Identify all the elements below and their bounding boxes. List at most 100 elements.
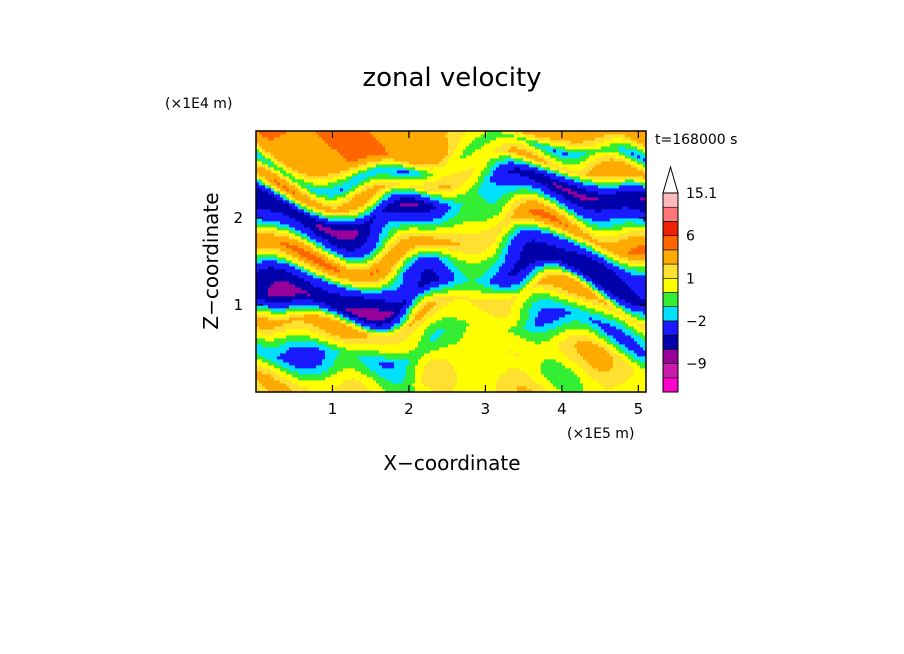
field-cell xyxy=(286,227,290,231)
field-cell xyxy=(298,359,302,363)
field-cell xyxy=(406,356,410,360)
field-cell xyxy=(406,140,410,144)
field-cell xyxy=(373,170,377,174)
field-cell xyxy=(283,311,287,315)
field-cell xyxy=(286,236,290,240)
field-cell xyxy=(394,368,398,372)
field-cell xyxy=(379,221,383,225)
field-cell xyxy=(295,374,299,378)
field-cell xyxy=(346,302,350,306)
field-cell xyxy=(328,164,332,168)
field-cell xyxy=(322,389,326,392)
field-cell xyxy=(259,287,263,291)
field-cell xyxy=(418,320,422,324)
field-cell xyxy=(406,230,410,234)
field-cell xyxy=(334,299,338,303)
field-cell xyxy=(415,131,419,135)
field-cell xyxy=(286,230,290,234)
field-cell xyxy=(361,215,365,219)
field-cell xyxy=(379,344,383,348)
field-cell xyxy=(343,233,347,237)
field-cell xyxy=(397,356,401,360)
field-cell xyxy=(397,362,401,366)
field-cell xyxy=(280,239,284,243)
field-cell xyxy=(307,365,311,369)
y-unit-label: (×1E4 m) xyxy=(165,96,232,112)
field-cell xyxy=(256,326,260,330)
field-cell xyxy=(337,380,341,384)
field-cell xyxy=(394,317,398,321)
field-cell xyxy=(265,320,269,324)
field-cell xyxy=(358,245,362,249)
field-cell xyxy=(379,146,383,150)
field-cell xyxy=(361,242,365,246)
field-cell xyxy=(322,152,326,156)
field-cell xyxy=(346,242,350,246)
field-cell xyxy=(367,218,371,222)
field-cell xyxy=(271,143,275,147)
field-cell xyxy=(295,341,299,345)
field-cell xyxy=(328,236,332,240)
field-cell xyxy=(418,389,422,392)
field-cell xyxy=(385,179,389,183)
field-cell xyxy=(367,347,371,351)
field-cell xyxy=(277,269,281,273)
field-cell xyxy=(298,278,302,282)
field-cell xyxy=(325,353,329,357)
field-cell xyxy=(265,383,269,387)
field-cell xyxy=(262,389,266,392)
field-cell xyxy=(259,188,263,192)
field-cell xyxy=(370,179,374,183)
field-cell xyxy=(355,272,359,276)
field-cell xyxy=(403,131,407,135)
field-cell xyxy=(316,239,320,243)
field-cell xyxy=(256,362,260,366)
field-cell xyxy=(388,368,392,372)
field-cell xyxy=(421,155,425,159)
field-cell xyxy=(307,191,311,195)
field-cell xyxy=(259,263,263,267)
field-cell xyxy=(364,272,368,276)
field-cell xyxy=(361,353,365,357)
field-cell xyxy=(412,236,416,240)
field-cell xyxy=(313,257,317,261)
field-cell xyxy=(427,305,431,309)
field-cell xyxy=(418,260,422,264)
field-cell xyxy=(268,335,272,339)
field-cell xyxy=(271,320,275,324)
field-cell xyxy=(421,284,425,288)
field-cell xyxy=(304,134,308,138)
field-cell xyxy=(415,164,419,168)
field-cell xyxy=(397,311,401,315)
field-cell xyxy=(400,353,404,357)
field-cell xyxy=(259,356,263,360)
field-cell xyxy=(349,185,353,189)
field-cell xyxy=(328,134,332,138)
field-cell xyxy=(394,299,398,303)
field-cell xyxy=(304,338,308,342)
field-cell xyxy=(310,209,314,213)
field-cell xyxy=(352,338,356,342)
field-cell xyxy=(298,251,302,255)
field-cell xyxy=(262,167,266,171)
field-cell xyxy=(304,302,308,306)
field-cell xyxy=(325,380,329,384)
field-cell xyxy=(400,290,404,294)
field-cell xyxy=(289,191,293,195)
field-cell xyxy=(340,335,344,339)
field-cell xyxy=(421,317,425,321)
field-cell xyxy=(382,143,386,147)
field-cell xyxy=(286,383,290,387)
field-cell xyxy=(322,239,326,243)
field-cell xyxy=(403,143,407,147)
field-cell xyxy=(298,290,302,294)
field-cell xyxy=(325,335,329,339)
field-cell xyxy=(340,272,344,276)
field-cell xyxy=(268,224,272,228)
field-cell xyxy=(385,146,389,150)
field-cell xyxy=(343,170,347,174)
field-cell xyxy=(412,206,416,210)
field-cell xyxy=(370,236,374,240)
field-cell xyxy=(328,350,332,354)
field-cell xyxy=(283,365,287,369)
